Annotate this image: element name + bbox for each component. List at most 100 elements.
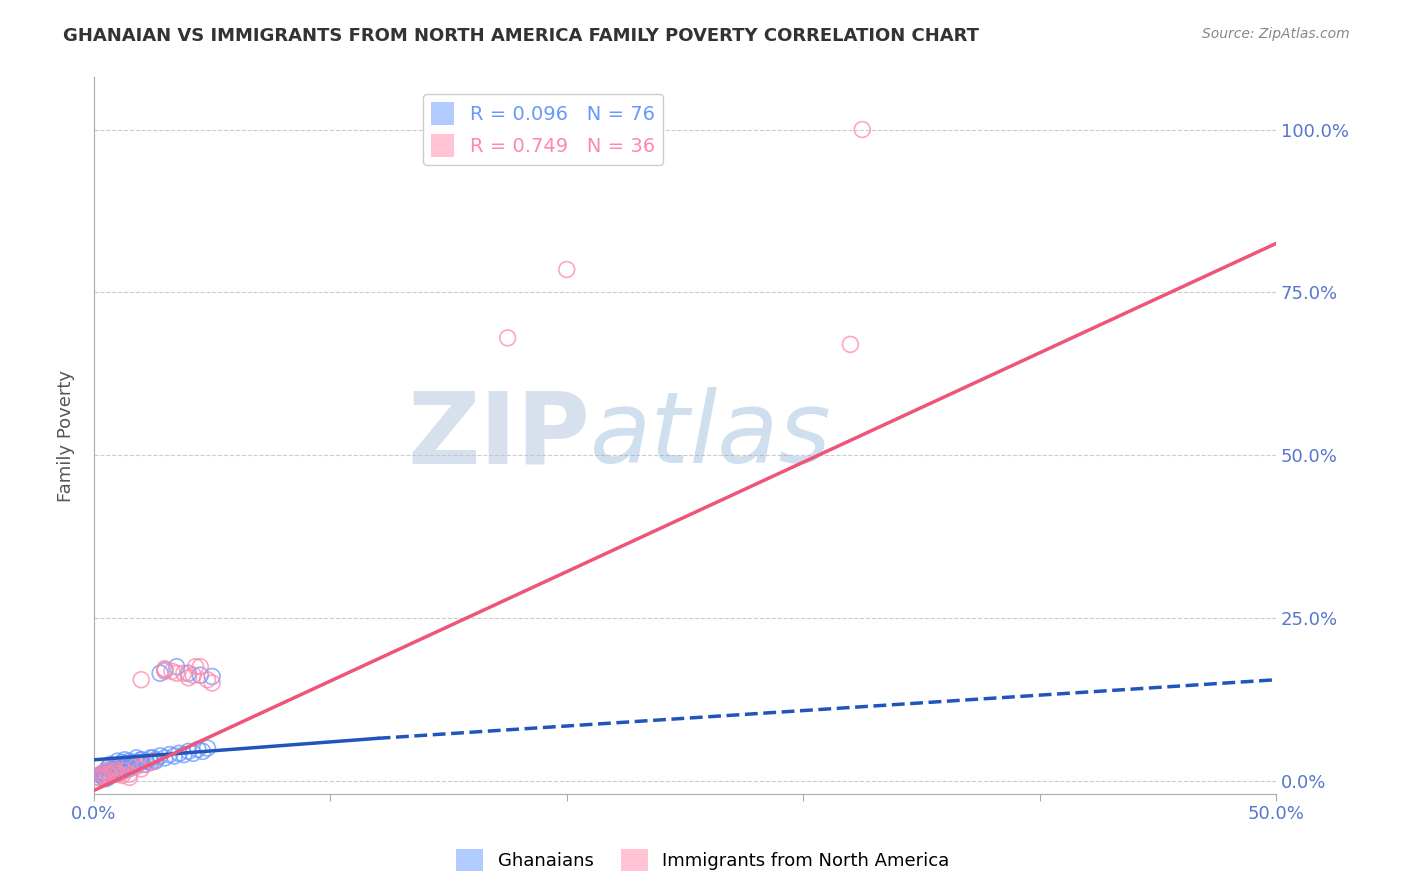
Point [142,754,165,768]
Point [153,665,176,679]
Point [135,754,157,768]
Point [177,671,200,685]
Point [118,757,141,772]
Point [101,764,124,778]
Point [94,769,117,783]
Point [100,764,122,778]
Point [90,767,112,781]
Point [121,757,143,772]
Point [104,767,127,781]
Point [188,668,211,682]
Point [163,748,186,763]
Point [104,767,127,781]
Point [111,761,134,775]
Point [94,764,117,778]
Point [159,747,181,762]
Point [135,757,157,772]
Point [94,764,117,778]
Point [181,668,204,682]
Point [104,764,127,778]
Point [94,770,117,784]
Point [128,756,150,770]
Point [101,761,124,775]
Point [118,759,141,773]
Point [177,666,200,681]
Point [177,744,200,758]
Point [97,761,120,775]
Point [121,756,143,770]
Point [114,762,136,776]
Point [107,762,129,776]
Point [101,761,124,775]
Point [125,756,148,770]
Point [118,762,141,776]
Point [107,767,129,781]
Point [153,663,176,677]
Point [100,768,122,782]
Text: GHANAIAN VS IMMIGRANTS FROM NORTH AMERICA FAMILY POVERTY CORRELATION CHART: GHANAIAN VS IMMIGRANTS FROM NORTH AMERIC… [63,27,979,45]
Point [114,759,136,773]
Legend: Ghanaians, Immigrants from North America: Ghanaians, Immigrants from North America [449,842,957,879]
Point [129,753,152,767]
Point [166,666,188,681]
Point [118,771,141,785]
Point [191,744,214,758]
Point [129,753,152,767]
Point [145,754,167,768]
Point [93,768,115,782]
Point [90,767,112,781]
Point [201,676,224,690]
Point [187,742,209,756]
Point [90,768,112,782]
Text: Source: ZipAtlas.com: Source: ZipAtlas.com [1202,27,1350,41]
Point [167,747,190,761]
Point [129,673,152,687]
Point [107,754,129,768]
Legend: R = 0.096   N = 76, R = 0.749   N = 36: R = 0.096 N = 76, R = 0.749 N = 36 [423,95,662,164]
Point [107,759,129,773]
Y-axis label: Family Poverty: Family Poverty [58,369,75,501]
Point [139,751,162,765]
Point [97,767,120,781]
Point [153,662,176,676]
Point [93,767,115,781]
Point [173,666,195,681]
Text: ZIP: ZIP [408,387,591,484]
Point [149,666,172,681]
Point [108,765,131,780]
Point [132,757,155,772]
Point [87,771,110,785]
Point [104,762,127,776]
Point [129,762,152,776]
Point [97,767,120,781]
Point [125,759,148,773]
Point [97,771,120,785]
Point [118,767,141,781]
Point [111,768,134,782]
Point [125,751,148,765]
Point [87,771,110,785]
Point [135,754,157,768]
Point [188,659,211,673]
Point [97,765,120,780]
Point [122,759,145,773]
Point [160,665,183,679]
Point [115,761,138,775]
Point [197,673,219,687]
Point [851,122,873,136]
Point [93,771,115,785]
Point [166,659,188,673]
Point [93,768,115,782]
Point [496,331,519,345]
Point [153,751,176,765]
Point [197,741,219,756]
Point [107,764,129,778]
Text: atlas: atlas [591,387,832,484]
Point [555,262,578,277]
Point [111,756,134,770]
Point [114,764,136,778]
Point [93,765,115,780]
Point [114,753,136,767]
Point [142,751,165,765]
Point [149,748,172,763]
